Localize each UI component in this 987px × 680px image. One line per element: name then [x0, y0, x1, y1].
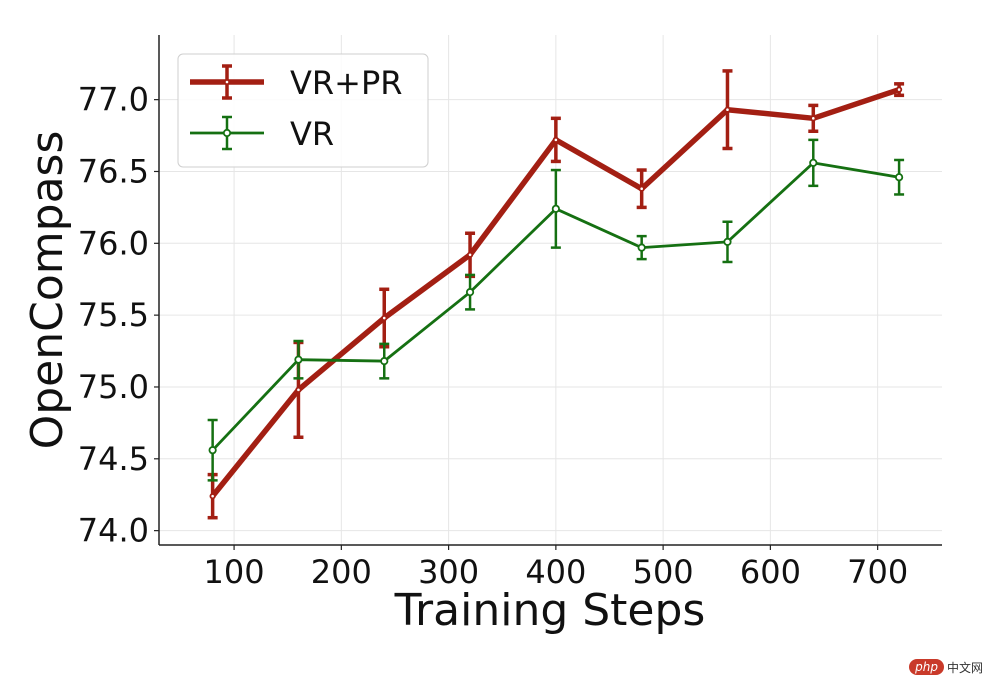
legend-label: VR+PR: [290, 64, 402, 102]
data-point: [208, 446, 217, 455]
y-tick-label: 76.0: [78, 224, 149, 262]
watermark-site-text: 中文网: [946, 660, 983, 675]
data-point: [809, 158, 818, 167]
legend: VR+PR VR: [177, 53, 429, 168]
legend-marker: [223, 78, 231, 86]
tick-labels: 100 200 300 400 500 600 700 74.0 74.5 75.0 75.5 76.…: [78, 81, 908, 591]
data-point: [295, 386, 302, 393]
data-point: [724, 106, 731, 113]
x-tick-label: 500: [633, 553, 694, 591]
x-axis-title: Training Steps: [394, 585, 706, 636]
data-point: [894, 173, 904, 182]
watermark: php 中文网: [909, 657, 983, 677]
legend-marker: [222, 128, 232, 138]
data-point: [381, 314, 388, 322]
series: [207, 69, 905, 520]
y-tick-label: 74.0: [78, 512, 149, 550]
legend-label: VR: [290, 115, 334, 153]
y-axis-title: OpenCompass: [22, 131, 73, 450]
data-point: [380, 357, 389, 366]
data-point: [551, 204, 560, 213]
x-tick-label: 100: [204, 553, 265, 591]
y-tick-label: 77.0: [78, 81, 149, 119]
data-point: [209, 493, 216, 500]
data-point: [637, 243, 646, 252]
data-point: [465, 288, 475, 297]
y-tick-label: 74.5: [78, 440, 149, 478]
y-tick-label: 75.0: [78, 368, 149, 406]
y-tick-label: 75.5: [78, 296, 149, 334]
data-point: [466, 251, 474, 258]
data-point: [723, 237, 732, 246]
grid: [159, 35, 942, 545]
data-point: [638, 185, 645, 192]
x-tick-label: 300: [418, 553, 479, 591]
watermark-logo: php: [909, 659, 944, 675]
data-point: [294, 355, 303, 364]
data-point: [895, 86, 903, 93]
axes: [158, 35, 942, 546]
x-tick-label: 700: [847, 553, 908, 591]
x-tick-label: 400: [525, 553, 586, 591]
y-tick-label: 76.5: [78, 152, 149, 190]
x-tick-label: 600: [740, 553, 801, 591]
x-tick-label: 200: [311, 553, 372, 591]
data-point: [810, 115, 817, 122]
series-vr: [207, 138, 905, 482]
data-point: [552, 136, 559, 143]
legend-items: VR+PR VR: [190, 64, 402, 153]
